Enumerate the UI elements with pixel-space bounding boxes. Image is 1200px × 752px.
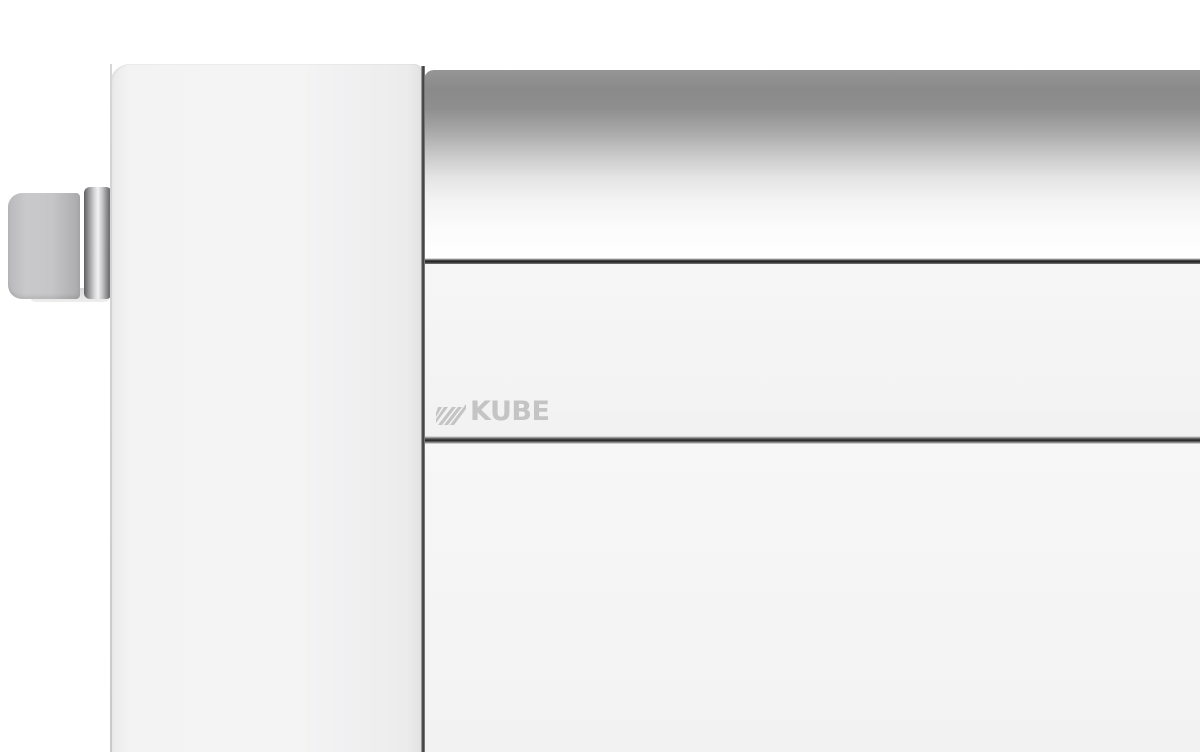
radiator-middle-panel — [424, 264, 1200, 438]
diagonal-stripes-icon — [436, 404, 466, 425]
side-cap-edge — [110, 64, 112, 752]
top-bar-gap — [424, 258, 1200, 264]
radiator-lower-panel — [424, 444, 1200, 752]
chrome-top-bar — [424, 70, 1200, 262]
brand-name: KUBE — [470, 396, 550, 427]
brand-logo: KUBE — [436, 396, 550, 428]
radiator-side-cap — [110, 64, 422, 752]
thermostatic-valve-knob — [8, 193, 80, 299]
vertical-seam — [421, 66, 425, 752]
middle-panel-gap — [424, 436, 1200, 444]
valve-chrome-ring — [84, 187, 112, 299]
